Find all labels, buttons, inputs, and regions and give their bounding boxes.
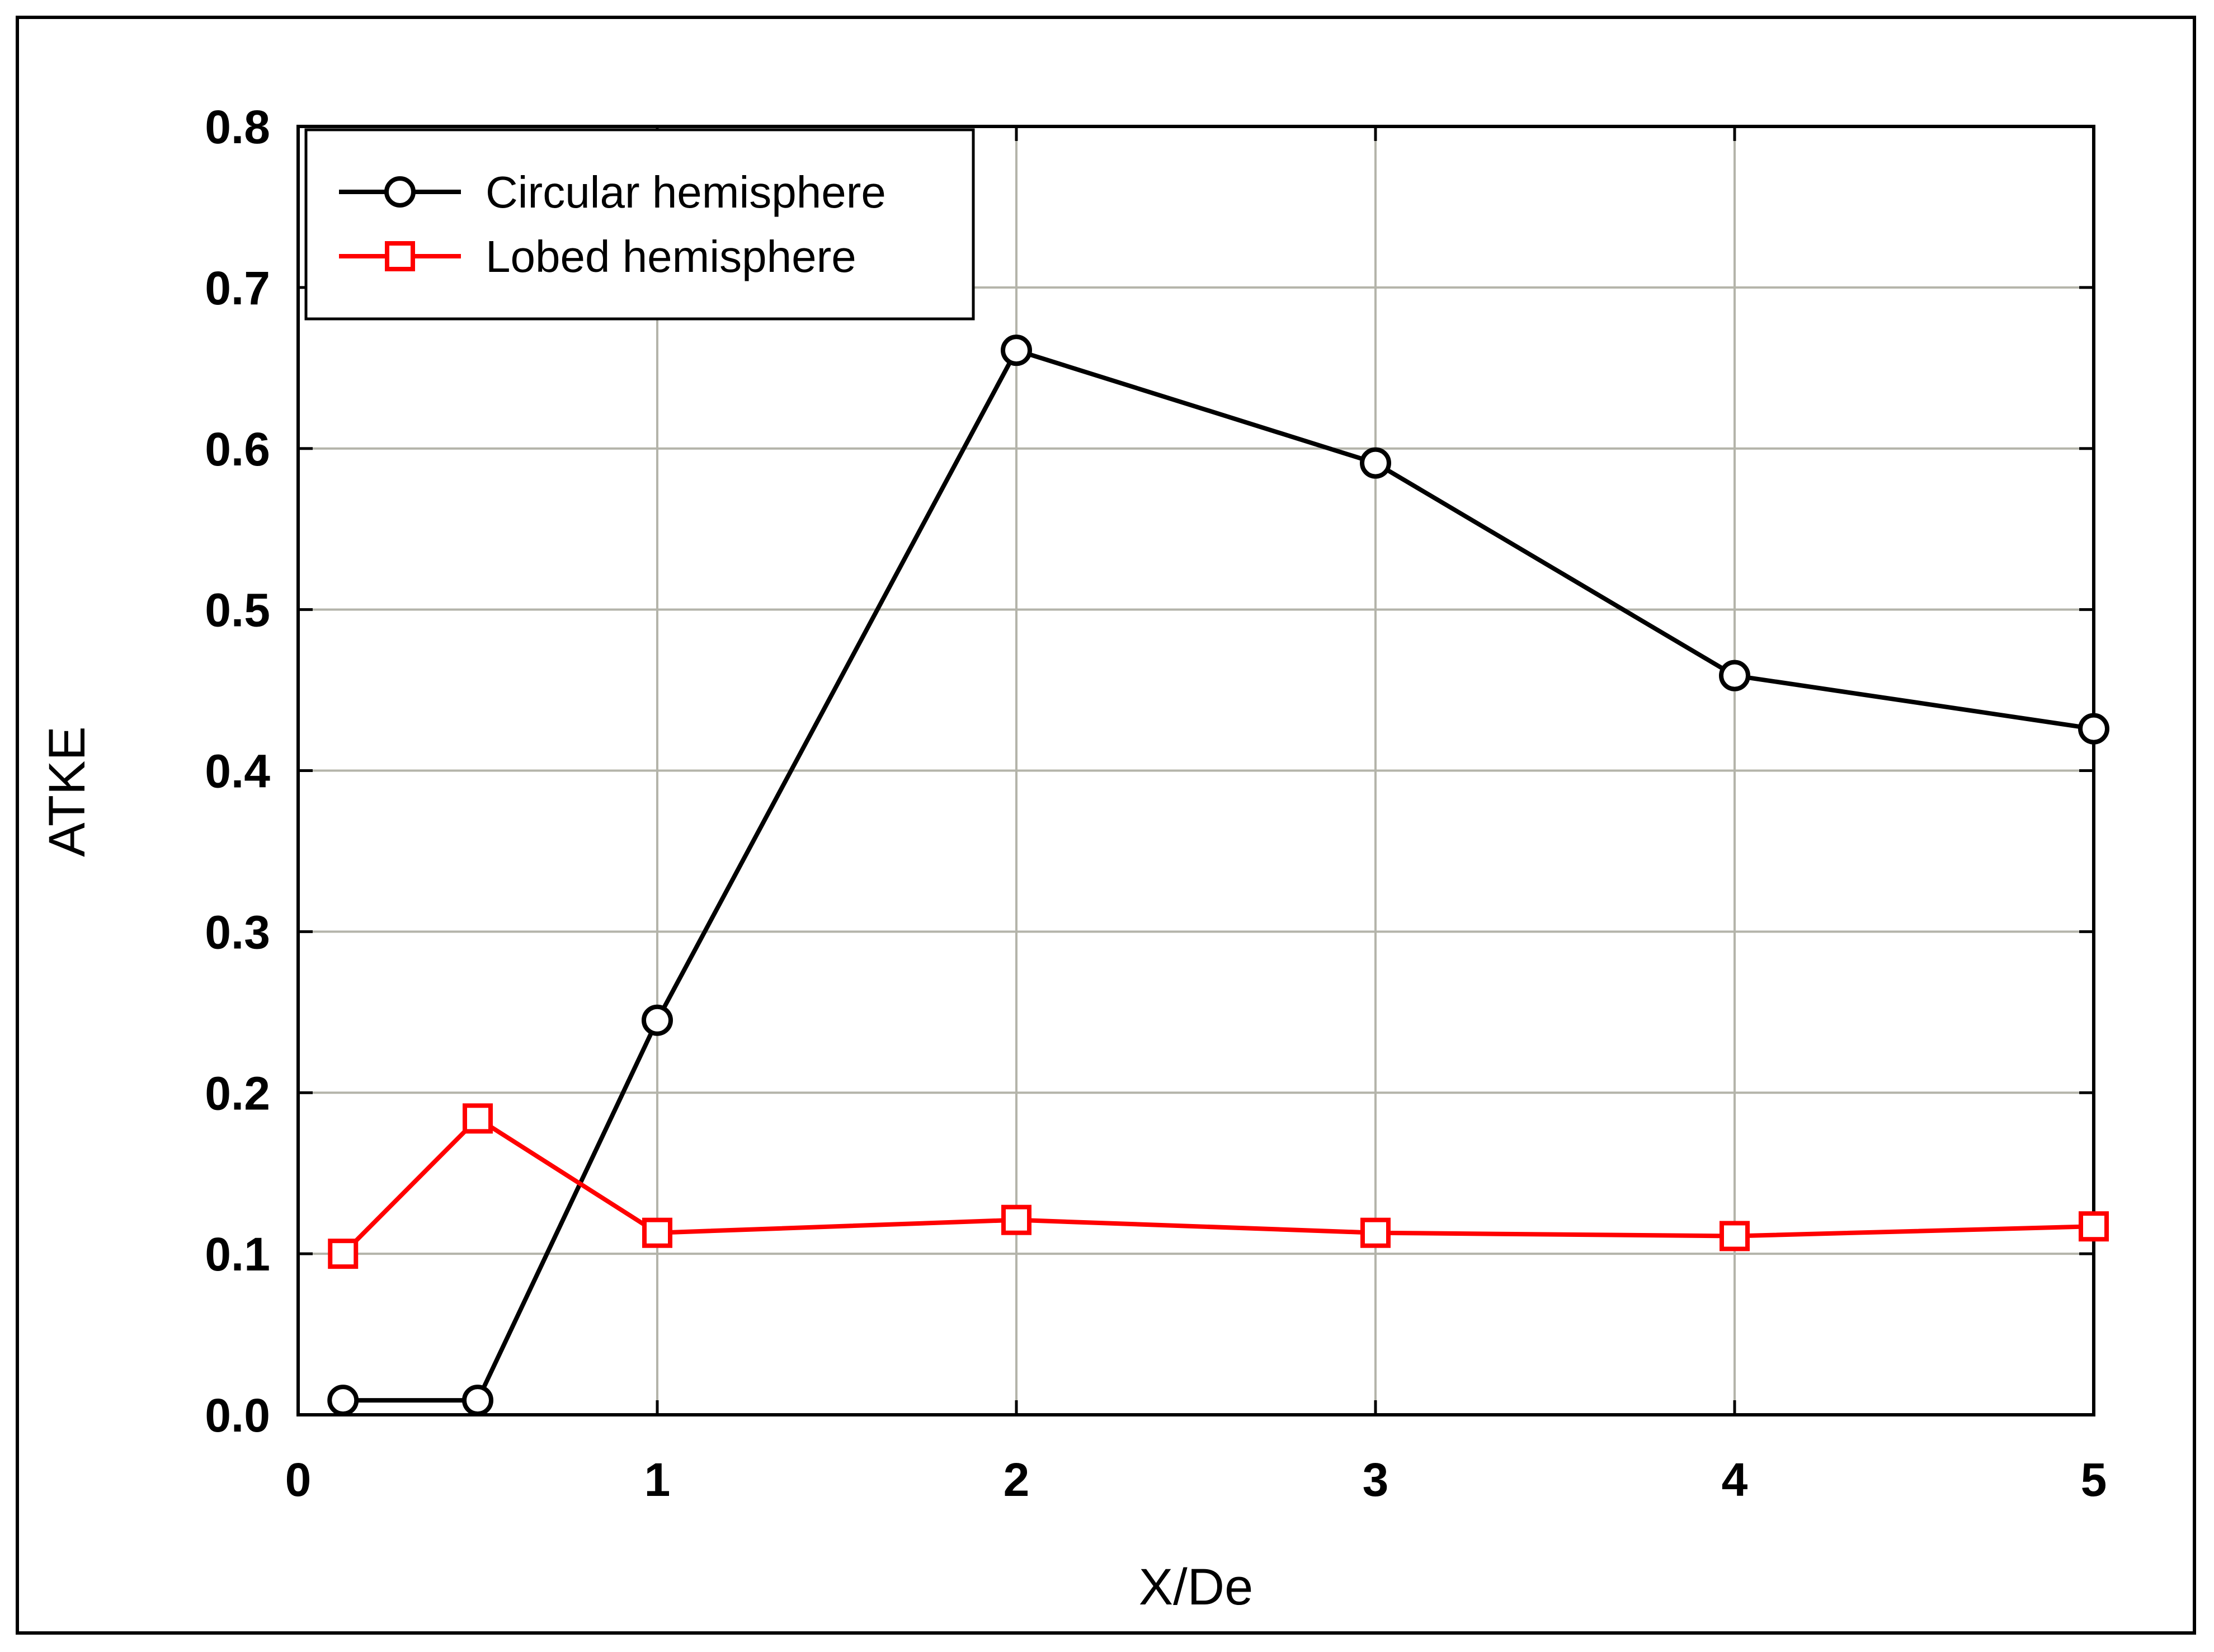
data-point-lobed-hemisphere bbox=[1360, 1217, 1391, 1248]
legend-swatch-marker bbox=[384, 176, 416, 208]
y-tick-label: 0.0 bbox=[205, 1389, 270, 1442]
axis-ticks: 0 1 2 3 4 5 0.0 0.1 0.2 0.3 0.4 0.5 0.6 0.7 0.8 bbox=[205, 101, 2107, 1506]
x-tick-label: 4 bbox=[1722, 1453, 1748, 1506]
data-point-circular-hemisphere bbox=[1360, 447, 1391, 479]
data-point-lobed-hemisphere bbox=[1720, 1221, 1750, 1251]
data-point-circular-hemisphere bbox=[2078, 713, 2109, 745]
legend-label: Circular hemisphere bbox=[486, 167, 886, 217]
data-point-circular-hemisphere bbox=[642, 1004, 673, 1036]
legend-swatch-marker bbox=[385, 241, 415, 271]
y-tick-label: 0.6 bbox=[205, 423, 270, 476]
data-point-circular-hemisphere bbox=[1719, 660, 1750, 691]
series-lobed-hemisphere bbox=[328, 1103, 2109, 1269]
legend-item-lobed-hemisphere: Lobed hemisphere bbox=[339, 232, 856, 281]
data-point-circular-hemisphere bbox=[327, 1385, 359, 1416]
legend-item-circular-hemisphere: Circular hemisphere bbox=[339, 167, 886, 217]
x-tick-label: 1 bbox=[644, 1453, 671, 1506]
y-tick-label: 0.7 bbox=[205, 262, 270, 314]
grid-lines bbox=[298, 126, 2094, 1415]
y-axis-title: ATKE bbox=[39, 726, 96, 856]
series-circular-hemisphere bbox=[327, 335, 2109, 1416]
y-tick-label: 0.3 bbox=[205, 906, 270, 958]
y-tick-label: 0.4 bbox=[205, 745, 270, 798]
x-tick-label: 5 bbox=[2081, 1453, 2107, 1506]
series-line-circular-hemisphere bbox=[343, 348, 2094, 1403]
legend: Circular hemisphere Lobed hemisphere bbox=[304, 128, 975, 321]
x-axis-title: X/De bbox=[1139, 1559, 1254, 1616]
data-point-lobed-hemisphere bbox=[328, 1239, 359, 1269]
data-point-lobed-hemisphere bbox=[1001, 1204, 1031, 1235]
x-tick-label: 0 bbox=[285, 1453, 312, 1506]
data-point-lobed-hemisphere bbox=[463, 1103, 493, 1134]
legend-label: Lobed hemisphere bbox=[486, 232, 856, 281]
y-tick-label: 0.1 bbox=[205, 1228, 270, 1281]
data-point-lobed-hemisphere bbox=[642, 1217, 672, 1248]
y-tick-label: 0.2 bbox=[205, 1067, 270, 1119]
y-tick-label: 0.5 bbox=[205, 584, 270, 637]
figure-frame bbox=[16, 16, 2196, 1635]
data-point-circular-hemisphere bbox=[462, 1385, 493, 1416]
data-point-lobed-hemisphere bbox=[2079, 1211, 2109, 1242]
x-tick-label: 2 bbox=[1004, 1453, 1030, 1506]
legend-box bbox=[304, 128, 975, 321]
data-point-circular-hemisphere bbox=[1001, 335, 1032, 366]
series-line-lobed-hemisphere bbox=[341, 1116, 2094, 1255]
y-tick-label: 0.8 bbox=[205, 101, 270, 153]
series-layer bbox=[327, 335, 2109, 1416]
x-tick-label: 3 bbox=[1363, 1453, 1389, 1506]
